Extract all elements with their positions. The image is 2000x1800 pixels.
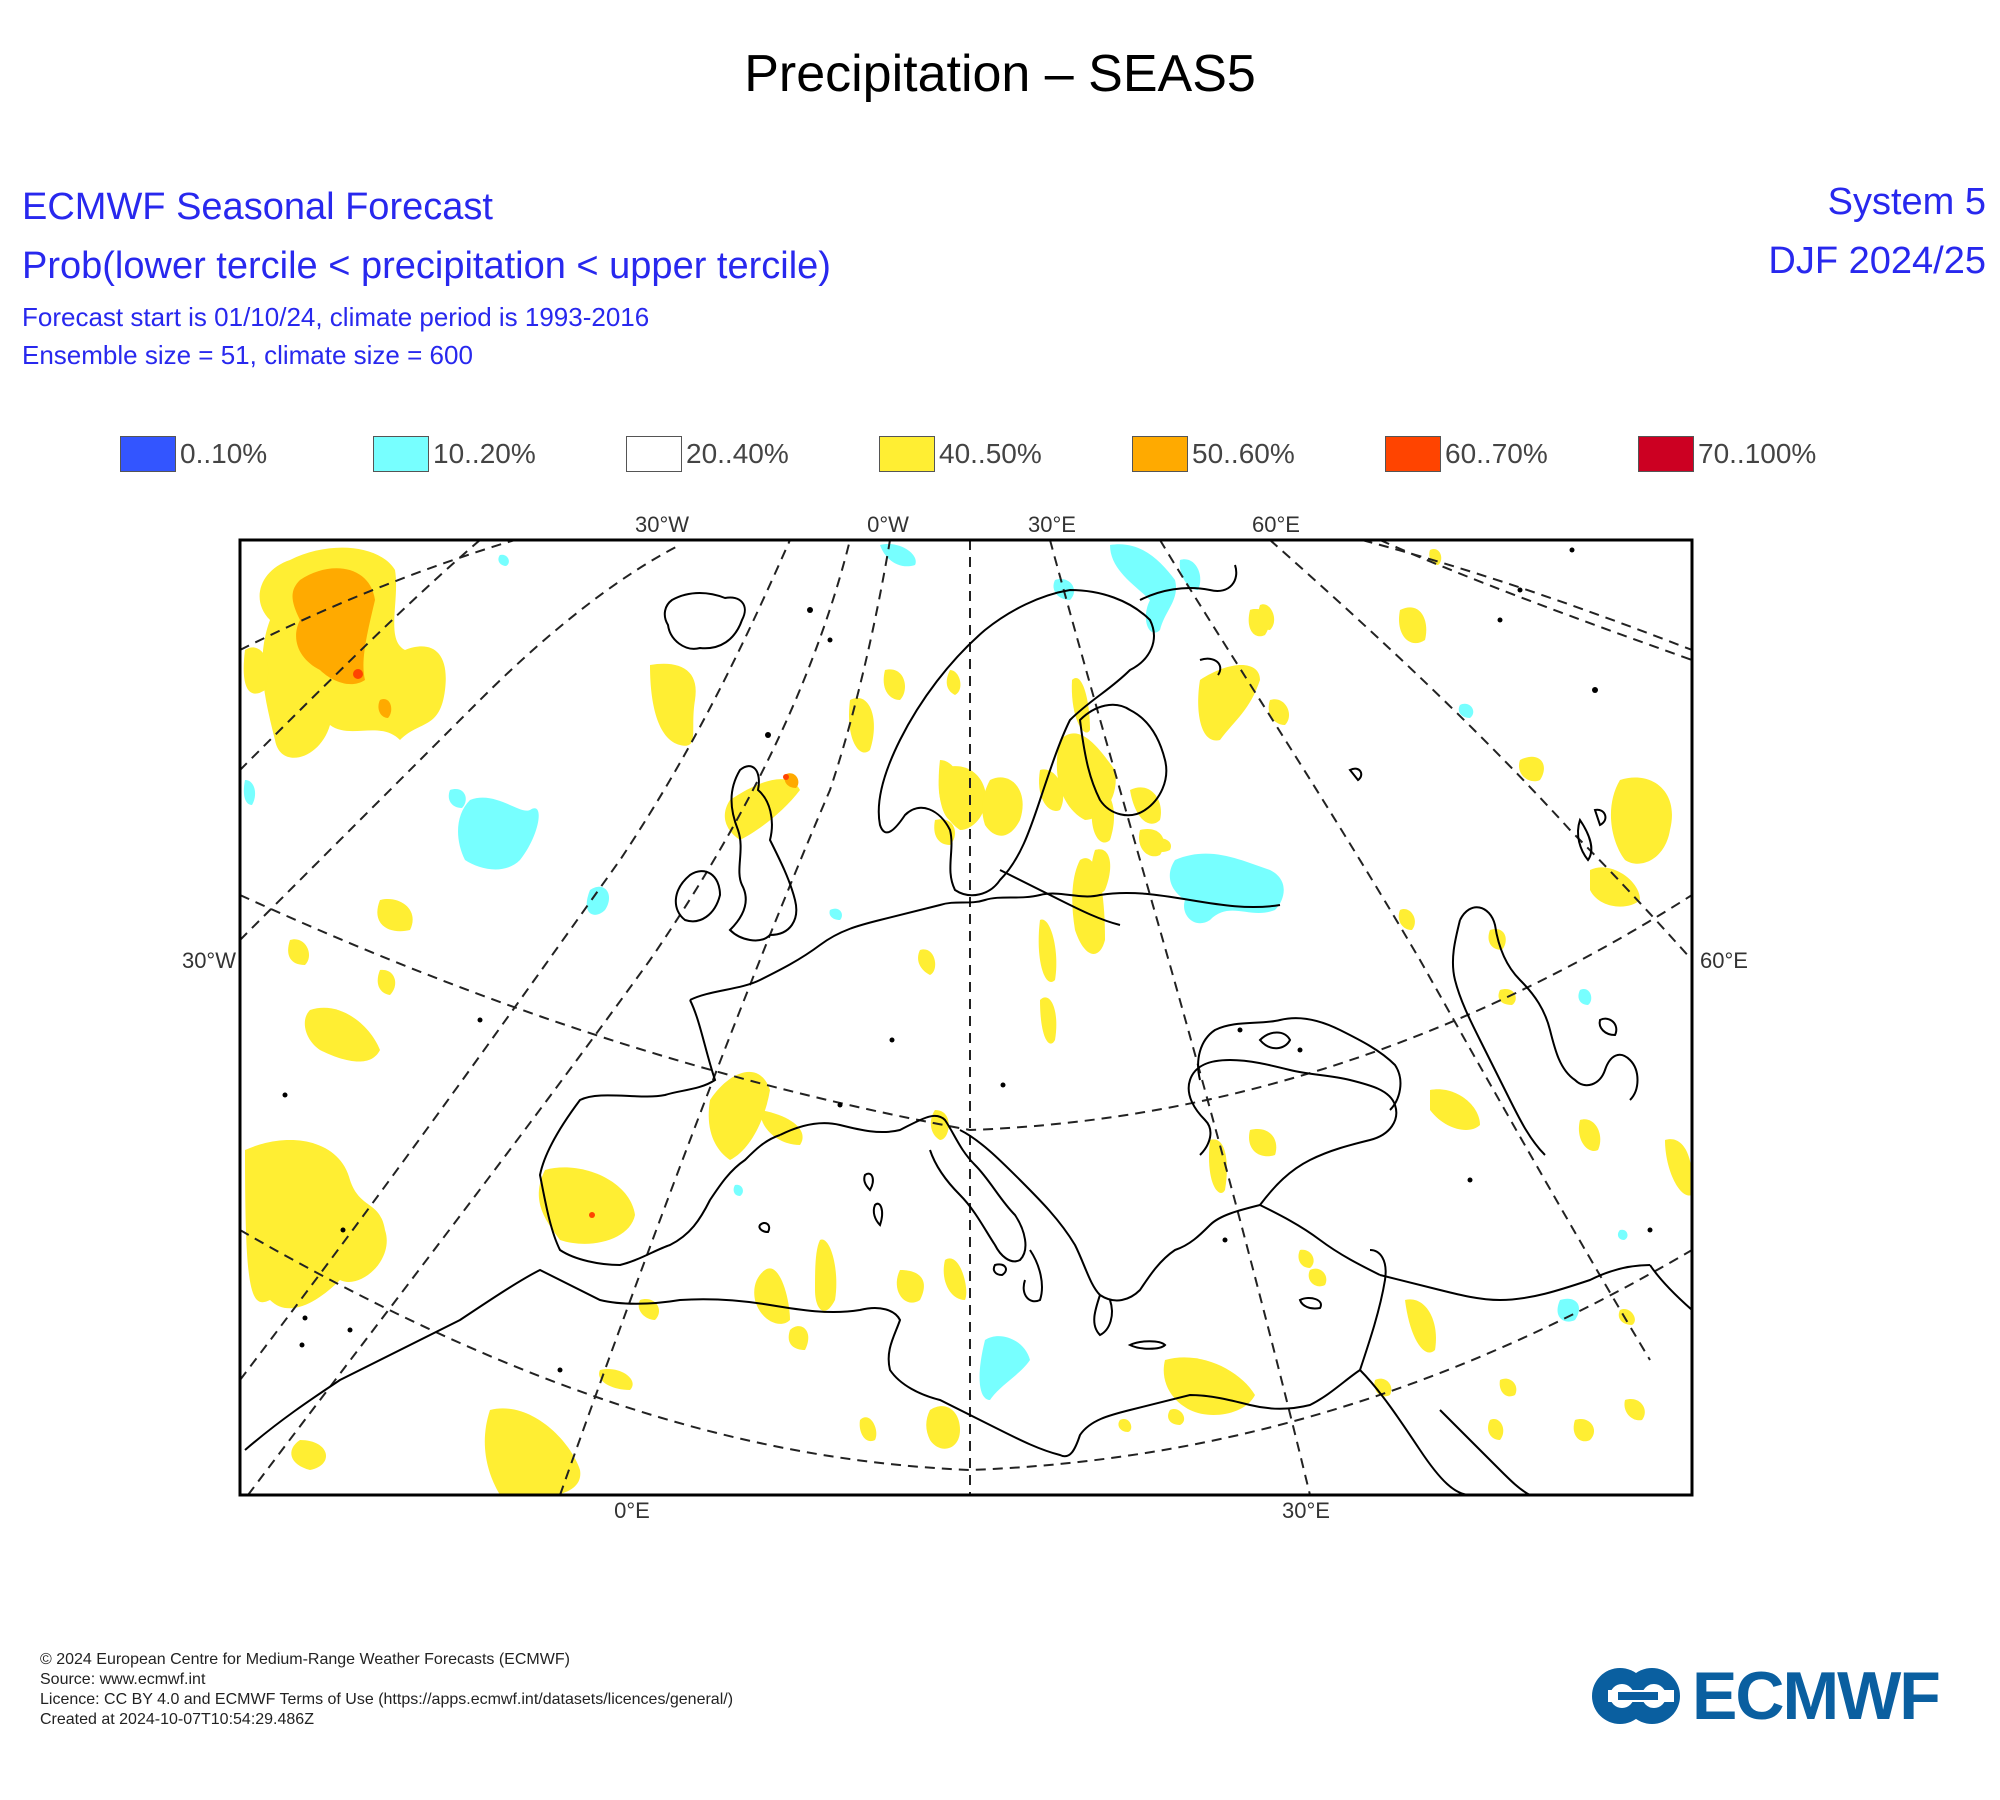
source-line: Source: www.ecmwf.int xyxy=(40,1671,206,1688)
legend-label: 0..10% xyxy=(180,438,268,469)
legend-item: 60..70% xyxy=(1385,432,1548,476)
legend-label: 20..40% xyxy=(686,438,789,469)
forecast-start-info: Forecast start is 01/10/24, climate peri… xyxy=(22,302,650,332)
legend-item: 70..100% xyxy=(1638,432,1816,476)
left-lon-label: 30°W xyxy=(182,948,236,973)
top-lon-label: 30°E xyxy=(1028,512,1076,537)
ecmwf-logo: ECMWF xyxy=(1588,1658,1968,1734)
probability-40-50-regions xyxy=(243,547,1692,1495)
bottom-lon-label: 30°E xyxy=(1282,1498,1330,1523)
legend-swatch xyxy=(626,436,682,472)
legend-item: 0..10% xyxy=(120,432,267,476)
legend-item: 50..60% xyxy=(1132,432,1295,476)
copyright-line: © 2024 European Centre for Medium-Range … xyxy=(40,1651,570,1668)
licence-line: Licence: CC BY 4.0 and ECMWF Terms of Us… xyxy=(40,1691,734,1708)
top-lon-label: 30°W xyxy=(635,512,689,537)
top-lon-label: 60°E xyxy=(1252,512,1300,537)
color-legend: 0..10% 10..20% 20..40% 40..50% 50..60% 6… xyxy=(120,432,1860,476)
legend-label: 60..70% xyxy=(1445,438,1548,469)
ecmwf-logo-text: ECMWF xyxy=(1692,1658,1941,1734)
small-islands xyxy=(282,547,1653,1373)
legend-label: 40..50% xyxy=(939,438,1042,469)
graticule-lines xyxy=(240,540,1692,1495)
legend-label: 10..20% xyxy=(433,438,536,469)
ensemble-size-info: Ensemble size = 51, climate size = 600 xyxy=(22,340,473,370)
graticule-labels: 30°W 0°W 30°E 60°E 30°W 60°E 0°E 30°E xyxy=(182,512,1748,1523)
coastlines xyxy=(244,564,1692,1495)
legend-label: 50..60% xyxy=(1192,438,1295,469)
product-title: ECMWF Seasonal Forecast xyxy=(22,186,493,228)
bottom-lon-label: 0°E xyxy=(614,1498,650,1523)
legend-swatch xyxy=(1638,436,1694,472)
footer-credits: © 2024 European Centre for Medium-Range … xyxy=(40,1650,733,1730)
legend-item: 10..20% xyxy=(373,432,536,476)
legend-swatch xyxy=(120,436,176,472)
legend-item: 40..50% xyxy=(879,432,1042,476)
map-frame xyxy=(238,538,1694,1497)
right-lon-label: 60°E xyxy=(1700,948,1748,973)
page-title: Precipitation – SEAS5 xyxy=(744,45,1256,103)
created-line: Created at 2024-10-07T10:54:29.486Z xyxy=(40,1711,314,1728)
legend-swatch xyxy=(1385,436,1441,472)
probability-10-20-regions xyxy=(243,544,1628,1400)
legend-item: 20..40% xyxy=(626,432,789,476)
season-label: DJF 2024/25 xyxy=(1768,240,1986,282)
product-subtitle: Prob(lower tercile < precipitation < upp… xyxy=(22,245,831,287)
system-label: System 5 xyxy=(1827,181,1986,223)
legend-swatch xyxy=(1132,436,1188,472)
legend-swatch xyxy=(879,436,935,472)
legend-label: 70..100% xyxy=(1698,438,1817,469)
legend-swatch xyxy=(373,436,429,472)
ecmwf-logo-mark-icon xyxy=(1592,1668,1680,1724)
top-lon-label: 0°W xyxy=(867,512,909,537)
